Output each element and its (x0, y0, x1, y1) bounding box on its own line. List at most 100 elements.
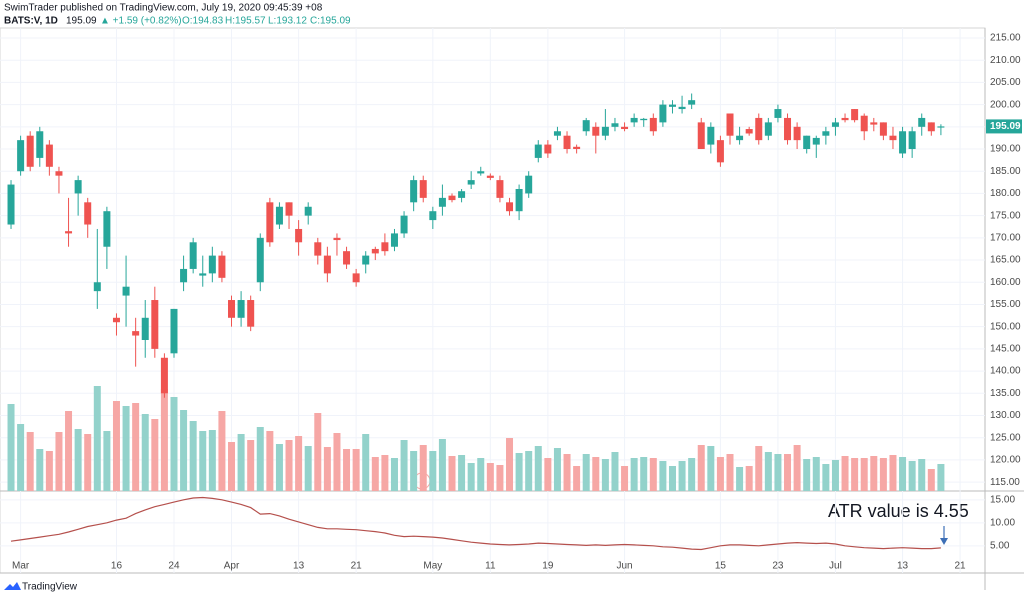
y-tick-label: 15.00 (990, 494, 1015, 505)
volume-bar (659, 461, 667, 491)
volume-bar (716, 457, 724, 491)
logo (4, 582, 21, 590)
candle-body (918, 117, 926, 127)
y-tick-label: 160.00 (990, 277, 1021, 288)
volume-bar (295, 436, 303, 491)
y-tick-label: 210.00 (990, 55, 1021, 66)
candle-body (716, 140, 724, 163)
volume-bar (927, 469, 935, 491)
candle-body (448, 195, 456, 201)
candle-body (908, 131, 916, 150)
candle-body (678, 106, 686, 110)
volume-bar (870, 456, 878, 491)
candle-body (93, 282, 101, 292)
candle-body (74, 180, 82, 194)
volume-bar (228, 442, 236, 491)
volume-bar (879, 458, 887, 491)
candle-body (784, 117, 792, 141)
change: ▲ +1.59 (+0.82%) (100, 16, 182, 27)
volume-bar (803, 459, 811, 491)
volume-bar (831, 460, 839, 491)
volume-bar (496, 465, 504, 491)
candle-body (889, 135, 897, 141)
candle-body (256, 237, 264, 283)
x-tick-label: 24 (168, 561, 180, 572)
volume-bar (419, 445, 427, 491)
last-price-box (986, 119, 1022, 134)
candle-body (477, 171, 485, 174)
volume-bar (745, 466, 753, 491)
volume-bar (697, 445, 705, 491)
candle-body (573, 146, 581, 150)
x-tick-label: May (423, 561, 442, 572)
volume-bar (237, 434, 245, 491)
candle-body (275, 206, 283, 225)
volume-bar (582, 454, 590, 491)
candle-body (506, 202, 514, 212)
y-tick-label: 170.00 (990, 232, 1021, 243)
volume-bar (918, 459, 926, 491)
volume-bar (7, 404, 15, 491)
candle-body (362, 255, 370, 265)
x-tick-label: 16 (111, 561, 123, 572)
candle-body (333, 237, 341, 241)
volume-bar (160, 389, 168, 491)
volume-bar (189, 421, 197, 491)
candle-body (611, 123, 619, 127)
volume-bar (860, 458, 868, 491)
candle-body (879, 122, 887, 136)
volume-bar (812, 457, 820, 491)
candle-body (122, 286, 130, 296)
y-tick-label: 190.00 (990, 144, 1021, 155)
y-tick-label: 200.00 (990, 99, 1021, 110)
volume-bar (448, 456, 456, 491)
candle-body (304, 206, 312, 216)
x-tick-label: 23 (772, 561, 784, 572)
symbol: BATS:V, 1D (4, 16, 58, 27)
candle-body (764, 122, 772, 136)
candle-body (812, 137, 820, 145)
candle-body (640, 118, 648, 121)
volume-bar (55, 432, 63, 491)
candle-body (486, 175, 494, 178)
candle-body (851, 109, 859, 121)
volume-bar (822, 464, 830, 491)
volume-bar (45, 451, 53, 491)
candle-body (774, 109, 782, 118)
volume-bar (256, 427, 264, 491)
candle-body (247, 300, 255, 327)
candle-body (621, 126, 629, 130)
x-tick-label: 19 (542, 561, 554, 572)
volume-bar (180, 410, 188, 491)
volume-bar (400, 440, 408, 491)
volume-bar (899, 457, 907, 491)
candle-body (458, 191, 466, 198)
x-tick-label: 15 (715, 561, 727, 572)
candle-body (228, 300, 236, 318)
x-tick-label: Apr (224, 561, 240, 572)
volume-bar (151, 419, 159, 491)
candle-body (927, 122, 935, 132)
candle-body (151, 300, 159, 349)
volume-bar (93, 386, 101, 491)
atr-line (10, 496, 941, 551)
volume-bar (736, 467, 744, 491)
x-tick-label: 21 (955, 561, 967, 572)
candle-body (841, 117, 849, 121)
volume-bar (381, 455, 389, 491)
volume-bar (889, 455, 897, 491)
volume-bar (208, 430, 216, 491)
volume-bar (343, 449, 351, 491)
volume-bar (630, 458, 638, 491)
candle-body (429, 211, 437, 221)
volume-bar (937, 464, 945, 491)
volume-bar (784, 454, 792, 491)
candle-body (697, 122, 705, 150)
volume-bar (371, 457, 379, 491)
volume-bar (429, 451, 437, 491)
volume-bar (84, 434, 92, 491)
volume-bar (438, 439, 446, 491)
candle-body (467, 180, 475, 185)
volume-bar (649, 458, 657, 491)
y-tick-label: 120.00 (990, 455, 1021, 466)
